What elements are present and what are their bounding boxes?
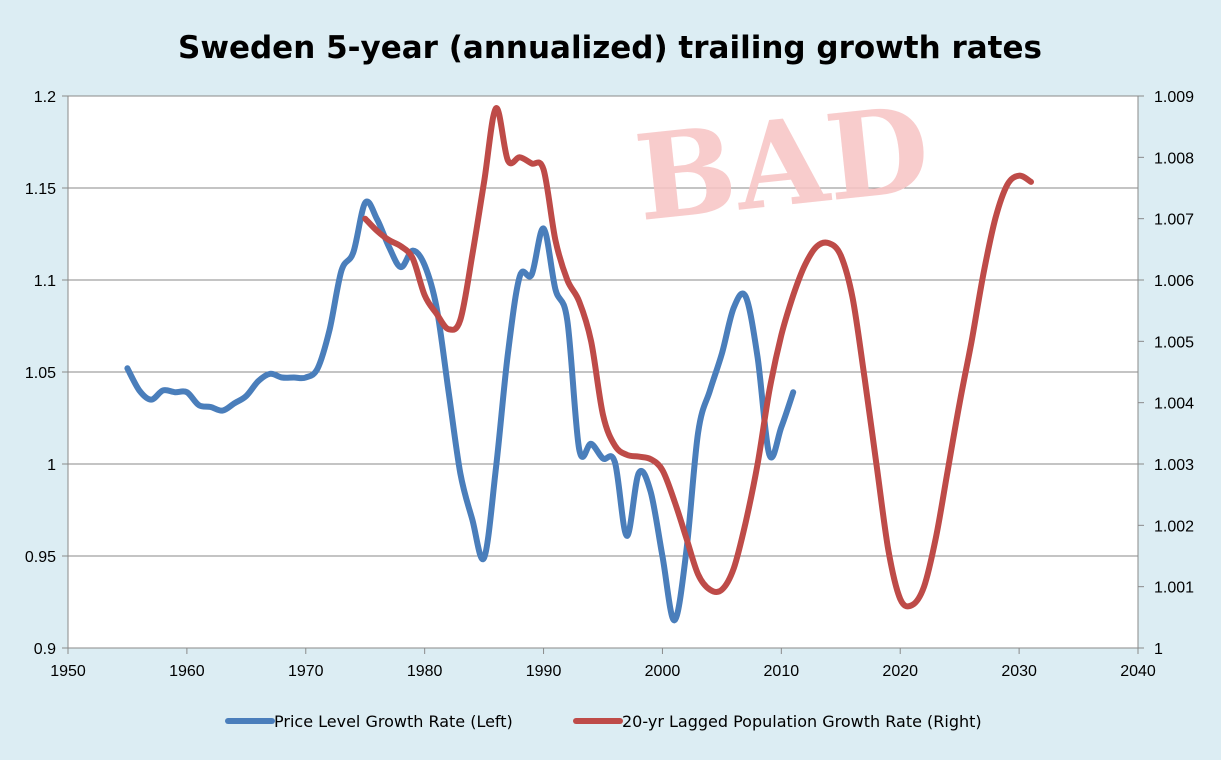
y-right-tick-label: 1.002	[1154, 518, 1194, 535]
x-tick-label: 2040	[1120, 663, 1156, 680]
y-left-tick-label: 1.05	[25, 365, 56, 382]
y-right-tick-label: 1.008	[1154, 150, 1194, 167]
x-tick-label: 1970	[288, 663, 324, 680]
x-tick-label: 2030	[1001, 663, 1037, 680]
x-tick-label: 1950	[50, 663, 86, 680]
bad-stamp: BAD	[629, 79, 936, 248]
y-left-tick-label: 0.95	[25, 549, 56, 566]
x-tick-label: 1990	[526, 663, 562, 680]
y-left-tick-label: 1.2	[34, 89, 56, 106]
legend-label: Price Level Growth Rate (Left)	[274, 712, 513, 731]
y-right-tick-label: 1.001	[1154, 580, 1194, 597]
series-lines	[124, 105, 1034, 624]
gridlines	[68, 95, 1138, 557]
y-right-tick-label: 1.005	[1154, 334, 1194, 351]
axes: 1950 1960 1970 1980 1990 2000 2010 2020 2030 2040…	[25, 89, 1194, 680]
y-right-tick-label: 1.007	[1154, 212, 1194, 229]
y-right-tick-label: 1.004	[1154, 396, 1194, 413]
x-tick-label: 1960	[169, 663, 205, 680]
y-right-tick-label: 1.003	[1154, 457, 1194, 474]
x-tick-label: 1980	[407, 663, 443, 680]
y-right-tick-label: 1	[1154, 641, 1163, 658]
y-left-tick-label: 1.15	[25, 181, 56, 198]
price-level-series-line	[124, 198, 797, 624]
y-left-tick-label: 1	[47, 457, 56, 474]
legend: Price Level Growth Rate (Left) 20-yr Lagg…	[225, 712, 982, 731]
y-left-tick-label: 1.1	[34, 273, 56, 290]
x-tick-label: 2000	[645, 663, 681, 680]
y-right-tick-label: 1.009	[1154, 89, 1194, 106]
x-tick-label: 2010	[764, 663, 800, 680]
x-tick-label: 2020	[882, 663, 918, 680]
population-growth-series-line	[362, 105, 1034, 610]
y-left-tick-label: 0.9	[34, 641, 56, 658]
legend-label: 20-yr Lagged Population Growth Rate (Rig…	[622, 712, 982, 731]
y-right-tick-label: 1.006	[1154, 273, 1194, 290]
chart-title: Sweden 5-year (annualized) trailing grow…	[178, 30, 1042, 66]
